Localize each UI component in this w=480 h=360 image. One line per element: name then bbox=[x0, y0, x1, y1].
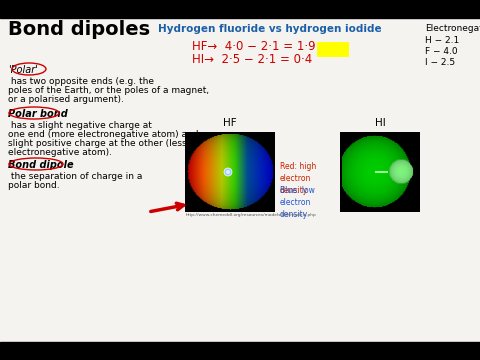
Text: the separation of charge in a: the separation of charge in a bbox=[8, 172, 143, 181]
Text: HI: HI bbox=[374, 118, 385, 128]
Text: I − 2.5: I − 2.5 bbox=[425, 58, 455, 67]
Text: Bond dipoles: Bond dipoles bbox=[8, 20, 150, 39]
Text: electronegative atom).: electronegative atom). bbox=[8, 148, 112, 157]
Text: Electronegativities:: Electronegativities: bbox=[425, 24, 480, 33]
Text: poles of the Earth, or the poles of a magnet,: poles of the Earth, or the poles of a ma… bbox=[8, 86, 209, 95]
Text: Bond dipole: Bond dipole bbox=[8, 160, 73, 170]
Text: slight positive charge at the other (less: slight positive charge at the other (les… bbox=[8, 139, 187, 148]
Text: Red: high
electron
density: Red: high electron density bbox=[280, 162, 316, 195]
Text: one end (more electronegative atom) and a: one end (more electronegative atom) and … bbox=[8, 130, 207, 139]
Text: Hydrogen fluoride vs hydrogen iodide: Hydrogen fluoride vs hydrogen iodide bbox=[158, 24, 382, 34]
Circle shape bbox=[224, 168, 232, 176]
Text: or a polarised argument).: or a polarised argument). bbox=[8, 95, 124, 104]
Text: F − 4.0: F − 4.0 bbox=[425, 47, 457, 56]
Bar bbox=[185, 132, 275, 212]
Text: polar bond.: polar bond. bbox=[8, 181, 60, 190]
Text: H − 2.1: H − 2.1 bbox=[425, 36, 459, 45]
Text: http://www.chemeddl.org/resources/models360/models.php: http://www.chemeddl.org/resources/models… bbox=[186, 213, 317, 217]
Text: HF: HF bbox=[223, 118, 237, 128]
Text: has two opposite ends (e.g. the: has two opposite ends (e.g. the bbox=[8, 77, 154, 86]
Text: HI→  2·5 − 2·1 = 0·4: HI→ 2·5 − 2·1 = 0·4 bbox=[192, 53, 312, 66]
Bar bbox=[340, 132, 420, 212]
Circle shape bbox=[226, 170, 230, 174]
Bar bbox=[0, 342, 480, 360]
FancyBboxPatch shape bbox=[317, 42, 349, 57]
Text: Blue: low
electron
density: Blue: low electron density bbox=[280, 186, 315, 219]
Text: Polar bond: Polar bond bbox=[8, 109, 68, 119]
Text: 'Polar': 'Polar' bbox=[8, 65, 38, 75]
Bar bbox=[0, 0, 480, 18]
Text: HF→  4·0 − 2·1 = 1·9: HF→ 4·0 − 2·1 = 1·9 bbox=[192, 40, 316, 53]
Text: has a slight negative charge at: has a slight negative charge at bbox=[8, 121, 152, 130]
